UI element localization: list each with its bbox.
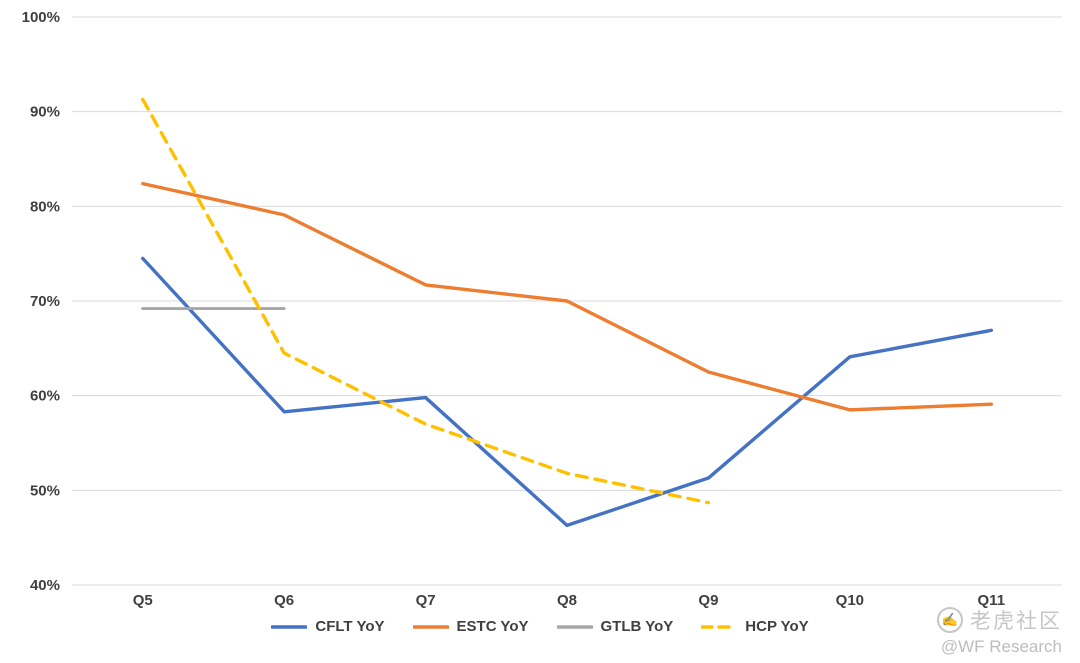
legend-swatch (556, 624, 593, 629)
series-line-estc-yoy (141, 181, 993, 412)
legend-swatch (701, 624, 738, 629)
x-axis-label: Q7 (416, 592, 436, 609)
watermark-account-text: @WF Research (940, 637, 1062, 656)
watermark-community-row: ✍ 老虎社区 (937, 605, 1062, 635)
line-chart: 100% 90% 80% 70% 60% 50% 40% Q5 Q6 Q7 Q8 Q9 Q10 Q11 (22, 9, 1062, 609)
legend-label: ESTC YoY (456, 618, 529, 635)
watermark-community-text: 老虎社区 (970, 610, 1062, 633)
legend-item-cflt-yoy: CFLT YoY (271, 618, 385, 635)
x-axis-label: Q11 (978, 592, 1006, 609)
legend-label: GTLB YoY (600, 618, 674, 635)
y-axis-label: 80% (30, 198, 60, 215)
legend-item-gtlb-yoy: GTLB YoY (556, 618, 674, 635)
y-axis-label: 90% (30, 104, 60, 121)
y-axis-label: 40% (30, 577, 60, 594)
y-axis-label: 100% (22, 9, 60, 26)
x-axis-label: Q5 (133, 592, 153, 609)
legend-label: CFLT YoY (315, 618, 385, 635)
watermark: ✍ 老虎社区 @WF Research (937, 605, 1062, 657)
x-axis-label: Q6 (274, 592, 294, 609)
writing-hand-icon: ✍ (937, 607, 963, 633)
chart-legend: CFLT YoY ESTC YoY GTLB YoY HCP YoY (0, 618, 1080, 635)
legend-swatch (271, 624, 308, 629)
legend-swatch (412, 624, 449, 629)
y-axis-label: 70% (30, 293, 60, 310)
x-axis-label: Q10 (836, 592, 864, 609)
y-axis-label: 50% (30, 482, 60, 499)
legend-item-hcp-yoy: HCP YoY (701, 618, 809, 635)
legend-label: HCP YoY (745, 618, 809, 635)
x-axis-label: Q8 (557, 592, 577, 609)
series-line-hcp-yoy (141, 97, 711, 505)
y-axis-label: 60% (30, 388, 60, 405)
legend-item-estc-yoy: ESTC YoY (412, 618, 529, 635)
x-axis-label: Q9 (698, 592, 718, 609)
series-line-cflt-yoy (141, 256, 993, 528)
